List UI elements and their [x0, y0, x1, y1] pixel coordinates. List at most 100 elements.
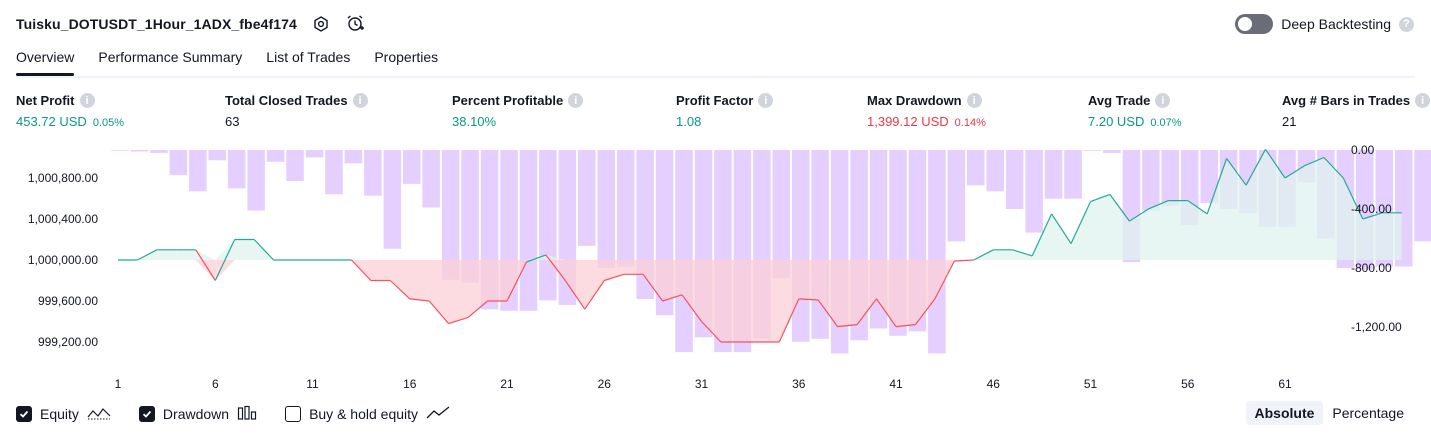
stat-net-profit: Net Profit i 453.72 USD 0.05% [16, 93, 124, 129]
equity-line-segment [954, 259, 974, 262]
stat-label: Net Profit [16, 93, 75, 108]
equity-line-segment [1187, 200, 1208, 215]
x-axis-label: 1 [115, 377, 122, 391]
drawdown-axis-label: 0.00 [1351, 143, 1375, 157]
legend-equity[interactable]: Equity [16, 405, 111, 424]
drawdown-bar [928, 150, 946, 354]
drawdown-bar [344, 150, 363, 164]
stat-percent: 0.05% [92, 117, 125, 129]
equity-line-segment [1109, 194, 1130, 222]
equity-axis-label: 999,600.00 [38, 294, 98, 308]
drawdown-bar [130, 150, 149, 152]
drawdown-bar [422, 150, 440, 208]
buy-hold-checkbox[interactable] [285, 406, 302, 422]
equity-line-segment [350, 259, 372, 281]
equity-line-segment [526, 254, 547, 263]
tab-list-of-trades[interactable]: List of Trades [266, 49, 351, 65]
equity-line-segment [856, 298, 877, 325]
equity-line-segment [1342, 177, 1364, 220]
info-icon[interactable]: i [352, 93, 368, 108]
equity-checkbox[interactable] [16, 406, 32, 422]
stat-percent-profitable: Percent Profitable i 38.10% [452, 93, 584, 129]
tab-overview[interactable]: Overview [16, 44, 75, 76]
x-axis-label: 16 [403, 377, 417, 391]
legend-label: Drawdown [162, 406, 230, 422]
equity-drawdown-chart[interactable]: 1,000,800.00 1,000,400.00 1,000,000.00 999,… [0, 140, 1431, 395]
drawdown-bar [1083, 150, 1102, 151]
equity-line-segment [837, 324, 858, 328]
drawdown-bar [617, 150, 635, 267]
equity-line-segment [506, 261, 528, 302]
equity-line-segment [876, 298, 897, 327]
drawdown-bar [792, 150, 810, 342]
info-icon[interactable]: i [966, 93, 982, 108]
chart-legend: Equity Drawdown Buy & hold equity [16, 403, 478, 425]
x-axis-label: 36 [792, 377, 806, 391]
tab-properties[interactable]: Properties [374, 49, 439, 65]
drawdown-axis-label: -400.00 [1351, 202, 1392, 216]
stat-percent: 0.14% [954, 117, 986, 129]
equity-line-segment [1031, 213, 1053, 257]
drawdown-bar [247, 150, 265, 211]
equity-line-segment [1070, 201, 1092, 244]
deep-backtesting-toggle[interactable] [1235, 14, 1274, 34]
drawdown-bar [1414, 150, 1431, 242]
stat-value: 453.72 USD [16, 114, 87, 129]
strategy-header: Tuisku_DOTUSDT_1Hour_1ADX_fbe4f174 [16, 12, 365, 36]
x-axis-label: 6 [212, 377, 219, 391]
drawdown-bar [1200, 150, 1218, 204]
stat-avg-trade: Avg Trade i 7.20 USD 0.07% [1088, 93, 1182, 129]
equity-line-segment [1226, 158, 1247, 186]
drawdown-bar [227, 150, 246, 189]
tab-performance-summary[interactable]: Performance Summary [98, 49, 243, 65]
drawdown-axis-label: -1,200.00 [1351, 320, 1402, 334]
legend-drawdown[interactable]: Drawdown [138, 405, 257, 424]
equity-loss-area [118, 260, 1402, 342]
equity-axis-label: 1,000,400.00 [28, 212, 98, 226]
info-icon[interactable]: i [79, 93, 95, 108]
info-icon[interactable]: i [1415, 93, 1431, 108]
gear-icon[interactable] [311, 14, 331, 34]
drawdown-bar [1064, 150, 1082, 199]
stat-value: 63 [225, 114, 240, 129]
legend-buy-hold[interactable]: Buy & hold equity [285, 405, 450, 424]
x-axis-label: 21 [500, 377, 514, 391]
info-icon[interactable]: i [568, 93, 584, 108]
drawdown-checkbox[interactable] [138, 406, 155, 422]
drawdown-bar [947, 150, 966, 242]
equity-line-segment [1265, 148, 1286, 179]
legend-label: Buy & hold equity [309, 406, 419, 422]
absolute-button[interactable]: Absolute [1245, 401, 1324, 425]
equity-line-segment [973, 249, 994, 261]
info-icon[interactable]: i [1155, 93, 1171, 108]
drawdown-bar [208, 150, 226, 161]
equity-line-segment [137, 249, 158, 261]
drawdown-bar [189, 150, 207, 192]
drawdown-bar [1005, 150, 1024, 209]
summary-stats: Net Profit i 453.72 USD 0.05% Total Closed… [16, 93, 1431, 133]
drawdown-bar [772, 150, 790, 279]
question-icon[interactable]: ? [1399, 16, 1414, 32]
drawdown-bar [266, 150, 285, 162]
equity-axis-label: 999,200.00 [38, 335, 98, 349]
equity-profit-area [118, 149, 1402, 260]
info-icon[interactable]: i [758, 93, 774, 108]
equity-line-segment [584, 280, 605, 310]
equity-line-segment [1206, 158, 1228, 215]
stat-value: 38.10% [452, 114, 497, 129]
equity-line-segment [642, 273, 664, 302]
drawdown-bar [597, 150, 615, 268]
stat-avg-bars-in-trades: Avg # Bars in Trades i 21 [1282, 93, 1431, 129]
percentage-button[interactable]: Percentage [1332, 405, 1404, 421]
drawdown-bar [325, 150, 343, 195]
add-alert-icon[interactable] [345, 14, 365, 34]
equity-line-segment [798, 298, 819, 301]
equity-line-segment [914, 298, 936, 325]
stat-total-closed-trades: Total Closed Trades i 63 [225, 93, 368, 129]
x-axis-label: 31 [695, 377, 709, 391]
equity-line-segment [214, 239, 236, 281]
equity-line-segment [778, 298, 800, 343]
stat-label: Avg # Bars in Trades [1282, 93, 1411, 108]
stat-max-drawdown: Max Drawdown i 1,399.12 USD 0.14% [867, 93, 986, 129]
equity-line-segment [1304, 156, 1325, 167]
